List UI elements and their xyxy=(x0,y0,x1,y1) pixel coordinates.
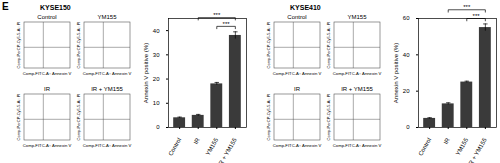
svg-text:IR + YM155: IR + YM155 xyxy=(217,136,238,163)
svg-text:YM155: YM155 xyxy=(205,136,220,156)
svg-text:IR + YM155: IR + YM155 xyxy=(91,86,123,92)
svg-text:Control: Control xyxy=(37,14,56,20)
svg-text:Control: Control xyxy=(417,137,432,157)
html-text:E: E xyxy=(2,1,9,12)
svg-text:Comp-PerCP-Cy5-5-A:: PI: Comp-PerCP-Cy5-5-A:: PI xyxy=(326,22,331,69)
svg-text:Annexin V positive (%): Annexin V positive (%) xyxy=(393,43,399,103)
svg-text:20: 20 xyxy=(403,88,410,94)
svg-text:Comp-PerCP-Cy5-5-A:: PI: Comp-PerCP-Cy5-5-A:: PI xyxy=(326,94,331,141)
svg-text:KYSE410: KYSE410 xyxy=(290,4,321,11)
svg-text:***: *** xyxy=(223,21,231,27)
svg-text:10: 10 xyxy=(153,100,160,106)
svg-text:***: *** xyxy=(213,12,221,18)
svg-text:YM155: YM155 xyxy=(455,136,470,156)
svg-text:YM155: YM155 xyxy=(347,14,367,20)
svg-text:Comp-FITC-A:: Annexin V: Comp-FITC-A:: Annexin V xyxy=(273,143,322,148)
svg-text:IR: IR xyxy=(443,136,452,145)
svg-text:Comp-FITC-A:: Annexin V: Comp-FITC-A:: Annexin V xyxy=(333,71,382,76)
svg-text:***: *** xyxy=(463,4,471,10)
svg-text:Comp-FITC-A:: Annexin V: Comp-FITC-A:: Annexin V xyxy=(83,71,132,76)
svg-text:30: 30 xyxy=(153,52,160,58)
svg-text:IR: IR xyxy=(294,86,301,92)
svg-text:Comp-PerCP-Cy5-5-A:: PI: Comp-PerCP-Cy5-5-A:: PI xyxy=(266,94,271,141)
svg-text:0: 0 xyxy=(156,124,160,130)
svg-text:IR + YM155: IR + YM155 xyxy=(467,136,488,163)
svg-text:Comp-FITC-A:: Annexin V: Comp-FITC-A:: Annexin V xyxy=(23,71,72,76)
svg-text:40: 40 xyxy=(403,52,410,58)
svg-text:IR + YM155: IR + YM155 xyxy=(341,86,373,92)
svg-text:Comp-PerCP-Cy5-5-A:: PI: Comp-PerCP-Cy5-5-A:: PI xyxy=(16,94,21,141)
svg-text:Comp-PerCP-Cy5-5-A:: PI: Comp-PerCP-Cy5-5-A:: PI xyxy=(266,22,271,69)
svg-text:0: 0 xyxy=(406,124,410,130)
svg-text:40: 40 xyxy=(153,28,160,34)
svg-text:IR: IR xyxy=(193,136,202,145)
svg-text:Control: Control xyxy=(287,14,306,20)
svg-text:20: 20 xyxy=(153,76,160,82)
svg-text:Comp-PerCP-Cy5-5-A:: PI: Comp-PerCP-Cy5-5-A:: PI xyxy=(76,22,81,69)
svg-text:60: 60 xyxy=(403,15,410,21)
svg-text:IR: IR xyxy=(44,86,51,92)
svg-text:Comp-PerCP-Cy5-5-A:: PI: Comp-PerCP-Cy5-5-A:: PI xyxy=(76,94,81,141)
svg-text:Control: Control xyxy=(167,137,182,157)
svg-text:***: *** xyxy=(473,13,481,19)
svg-text:KYSE150: KYSE150 xyxy=(40,4,71,11)
svg-text:YM155: YM155 xyxy=(97,14,117,20)
svg-text:Comp-FITC-A:: Annexin V: Comp-FITC-A:: Annexin V xyxy=(83,143,132,148)
svg-text:Comp-FITC-A:: Annexin V: Comp-FITC-A:: Annexin V xyxy=(23,143,72,148)
svg-text:Comp-FITC-A:: Annexin V: Comp-FITC-A:: Annexin V xyxy=(273,71,322,76)
svg-text:Comp-PerCP-Cy5-5-A:: PI: Comp-PerCP-Cy5-5-A:: PI xyxy=(16,22,21,69)
svg-text:Comp-FITC-A:: Annexin V: Comp-FITC-A:: Annexin V xyxy=(333,143,382,148)
svg-text:Annexin V positive (%): Annexin V positive (%) xyxy=(143,43,149,103)
